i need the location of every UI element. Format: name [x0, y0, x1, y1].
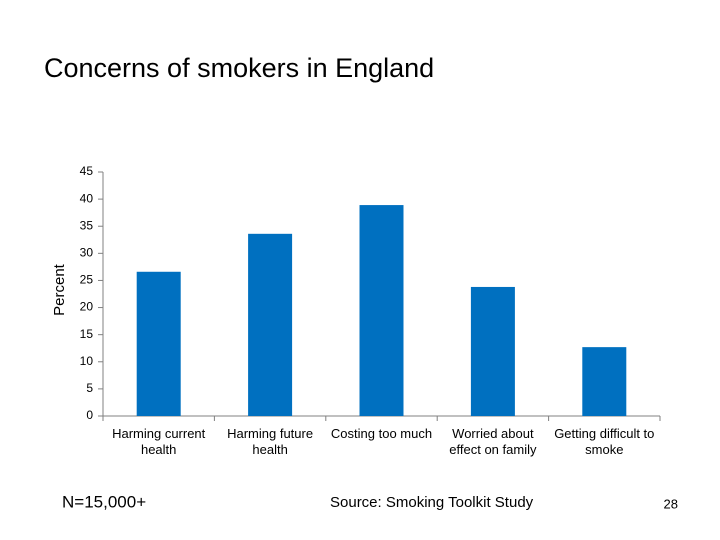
- y-tick-label: 40: [80, 191, 94, 205]
- bar: [359, 205, 404, 416]
- page-number: 28: [664, 496, 678, 511]
- bar: [136, 271, 181, 416]
- x-tick-label: Harming current health: [112, 426, 206, 457]
- y-tick-label: 0: [86, 408, 93, 422]
- y-tick-label: 30: [80, 246, 94, 260]
- y-axis-label: Percent: [51, 263, 68, 316]
- sample-note: N=15,000+: [62, 492, 146, 511]
- bar: [582, 347, 627, 416]
- y-tick-label: 20: [80, 300, 94, 314]
- source-note: Source: Smoking Toolkit Study: [330, 494, 534, 511]
- x-tick-label: Costing too much: [330, 426, 433, 441]
- y-tick-label: 25: [80, 273, 94, 287]
- chart-title: Concerns of smokers in England: [44, 53, 434, 83]
- y-tick-label: 15: [80, 327, 94, 341]
- y-tick-label: 45: [80, 164, 94, 178]
- x-tick-label: Worried about effect on family: [449, 426, 537, 457]
- bar: [470, 286, 515, 416]
- x-tick-label: Getting difficult to smoke: [554, 426, 655, 457]
- y-tick-label: 35: [80, 218, 94, 232]
- y-tick-label: 10: [80, 354, 94, 368]
- y-tick-label: 5: [86, 381, 93, 395]
- x-tick-label: Harming future health: [227, 426, 314, 457]
- bar: [248, 233, 293, 416]
